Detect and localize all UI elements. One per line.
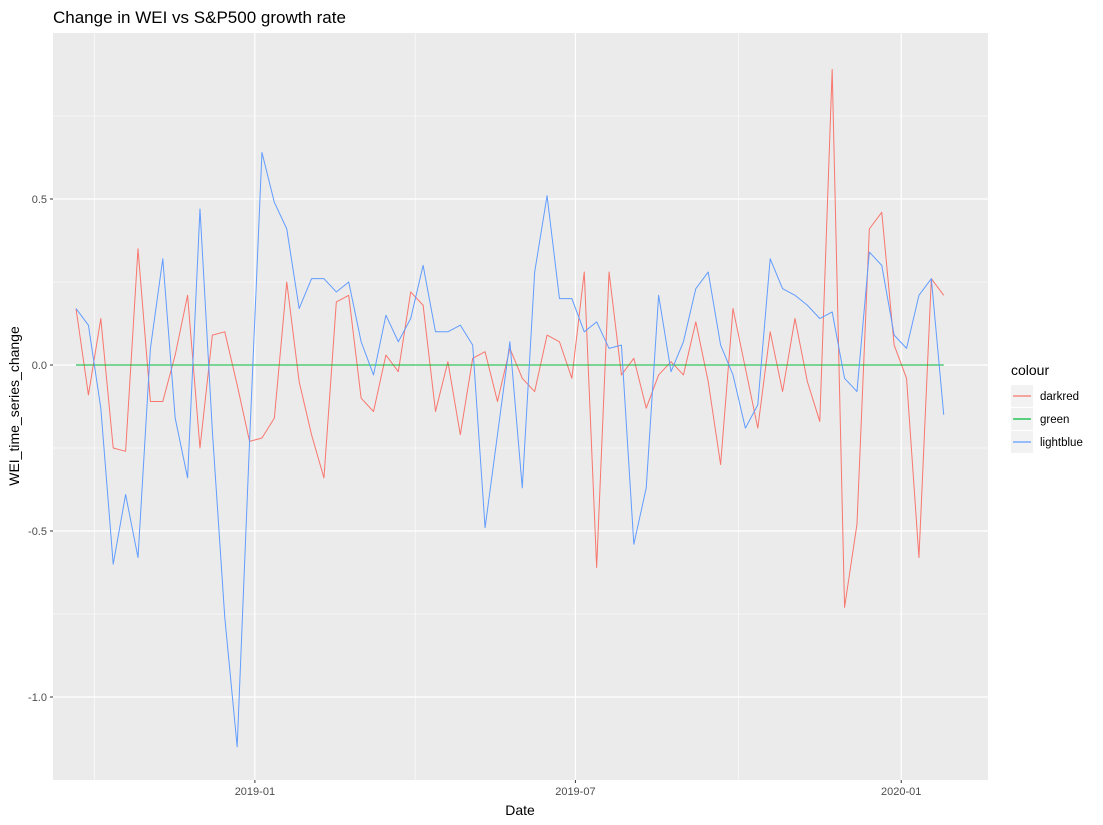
legend-label-lightblue: lightblue xyxy=(1040,437,1083,449)
minor-gridlines xyxy=(53,33,988,780)
legend-label-darkred: darkred xyxy=(1040,391,1079,403)
x-tick-label: 2019-07 xyxy=(555,786,595,798)
chart-title: Change in WEI vs S&P500 growth rate xyxy=(53,8,346,27)
x-axis-title: Date xyxy=(505,802,535,818)
y-tick-label: 0.0 xyxy=(32,360,47,372)
x-tick-label: 2019-01 xyxy=(235,786,275,798)
series-line-lightblue xyxy=(75,152,945,748)
x-tick-label: 2020-01 xyxy=(881,786,921,798)
series-lines xyxy=(75,69,945,748)
y-tick-label: -0.5 xyxy=(28,526,47,538)
legend-label-green: green xyxy=(1040,414,1069,426)
legend: colour darkred green lightblue xyxy=(1011,362,1083,453)
y-tick-label: 0.5 xyxy=(32,194,47,206)
y-axis-title: WEI_time_series_change xyxy=(6,326,22,486)
plot-panel xyxy=(53,33,988,780)
series-line-darkred xyxy=(75,69,945,608)
legend-title: colour xyxy=(1011,362,1049,378)
y-tick-label: -1.0 xyxy=(28,692,47,704)
y-axis: -1.0 -0.5 0.0 0.5 xyxy=(28,194,53,704)
x-axis: 2019-01 2019-07 2020-01 xyxy=(235,780,921,798)
